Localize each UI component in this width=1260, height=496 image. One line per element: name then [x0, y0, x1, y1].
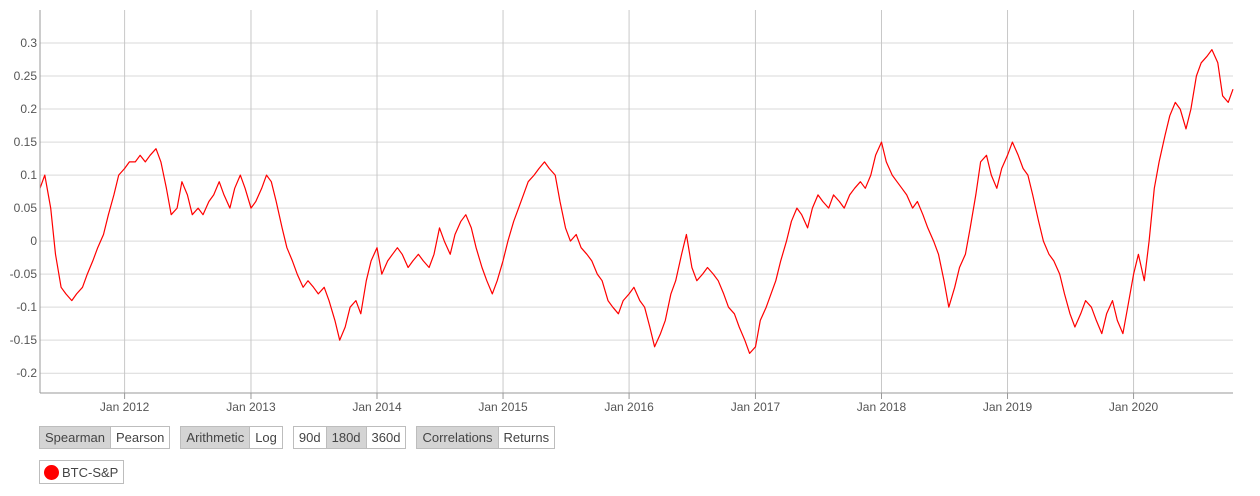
y-axis: 0.3 0.25 0.2 0.15 0.1 0.05 0 -0.05 -0.1 -0.15 -0.2 — [10, 36, 38, 380]
x-axis: Jan 2012 Jan 2013 Jan 2014 Jan 2015 Jan 2016… — [100, 393, 1159, 414]
series-line-btc-sp — [39, 49, 1234, 354]
x-tick-label: Jan 2017 — [731, 400, 781, 414]
90d-button[interactable]: 90d — [293, 427, 327, 448]
correlations-button[interactable]: Correlations — [417, 427, 499, 448]
y-tick-label: 0.2 — [20, 102, 37, 116]
x-tick-label: Jan 2016 — [604, 400, 654, 414]
y-tick-label: 0 — [30, 234, 37, 248]
y-tick-label: 0.15 — [14, 135, 38, 149]
scale-toggle-group: Arithmetic Log — [180, 426, 283, 449]
log-button[interactable]: Log — [250, 427, 282, 448]
x-tick-label: Jan 2014 — [352, 400, 402, 414]
pearson-button[interactable]: Pearson — [110, 427, 170, 448]
returns-button[interactable]: Returns — [498, 427, 555, 448]
correlation-method-toggle-group: Spearman Pearson — [39, 426, 171, 449]
x-tick-label: Jan 2013 — [226, 400, 276, 414]
x-tick-label: Jan 2018 — [857, 400, 907, 414]
y-tick-label: -0.15 — [10, 333, 38, 347]
180d-button[interactable]: 180d — [326, 427, 367, 448]
chart-grid — [40, 10, 1233, 393]
y-tick-label: 0.05 — [14, 201, 38, 215]
x-tick-label: Jan 2019 — [983, 400, 1033, 414]
y-tick-label: -0.05 — [10, 267, 38, 281]
x-tick-label: Jan 2012 — [100, 400, 150, 414]
legend-item-btc-sp[interactable]: BTC-S&P — [39, 460, 125, 484]
view-toggle-group: Correlations Returns — [416, 426, 556, 449]
y-tick-label: 0.25 — [14, 69, 38, 83]
spearman-button[interactable]: Spearman — [40, 427, 111, 448]
y-tick-label: 0.3 — [20, 36, 37, 50]
360d-button[interactable]: 360d — [366, 427, 406, 448]
y-tick-label: 0.1 — [20, 168, 37, 182]
window-toggle-group: 90d 180d 360d — [292, 426, 407, 449]
x-tick-label: Jan 2015 — [478, 400, 528, 414]
y-tick-label: -0.1 — [16, 300, 37, 314]
chart-controls: Spearman Pearson Arithmetic Log 90d 180d 360d C… — [39, 426, 565, 449]
correlation-chart: 0.3 0.25 0.2 0.15 0.1 0.05 0 -0.05 -0.1 -0.15 -0.2… — [10, 10, 1234, 414]
arithmetic-button[interactable]: Arithmetic — [181, 427, 251, 448]
plot-area — [39, 49, 1234, 354]
y-tick-label: -0.2 — [16, 366, 37, 380]
x-tick-label: Jan 2020 — [1109, 400, 1159, 414]
legend-label: BTC-S&P — [62, 464, 119, 480]
legend-color-dot — [44, 464, 59, 480]
